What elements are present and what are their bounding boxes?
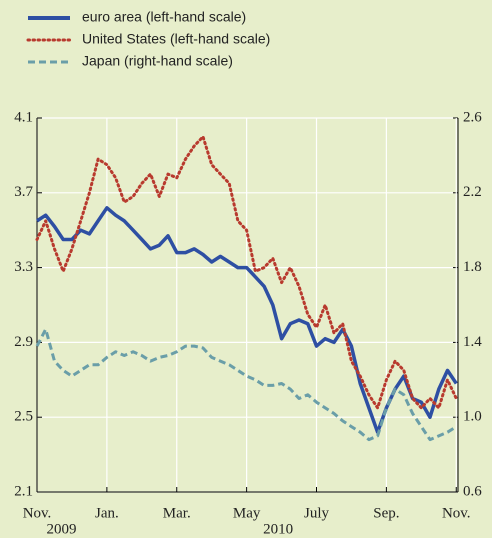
y-tick-label: 3.7	[14, 184, 33, 200]
legend-label: euro area (left-hand scale)	[82, 9, 246, 25]
series-line	[35, 327, 458, 442]
x-tick-label: Mar.	[163, 505, 191, 521]
y2-tick-label: 0.6	[463, 483, 482, 499]
x-tick-label: Nov.	[442, 505, 471, 521]
plot-area	[37, 118, 458, 492]
y2-tick-label: 2.2	[463, 184, 482, 200]
x-tick-label: May	[233, 505, 261, 521]
x-tick-label: Nov.	[23, 505, 52, 521]
legend-label: Japan (right-hand scale)	[82, 53, 233, 69]
y-tick-label: 2.5	[14, 409, 33, 425]
year-label: 2009	[46, 521, 76, 537]
y-tick-label: 3.3	[14, 259, 33, 275]
year-label: 2010	[263, 521, 293, 537]
y2-tick-label: 1.8	[463, 259, 482, 275]
x-tick-label: Jan.	[95, 505, 119, 521]
legend: euro area (left-hand scale) United States…	[26, 9, 270, 69]
y2-tick-label: 2.6	[463, 109, 482, 125]
y-tick-label: 4.1	[14, 109, 33, 125]
legend-label: United States (left-hand scale)	[82, 31, 270, 47]
series-line	[35, 135, 458, 410]
y2-tick-label: 1.0	[463, 409, 482, 425]
y2-tick-label: 1.4	[463, 334, 482, 350]
series-line	[36, 206, 458, 434]
x-tick-label: July	[304, 505, 330, 521]
y-tick-label: 2.1	[14, 483, 33, 499]
x-tick-label: Sep.	[373, 505, 399, 521]
y-tick-label: 2.9	[14, 334, 33, 350]
